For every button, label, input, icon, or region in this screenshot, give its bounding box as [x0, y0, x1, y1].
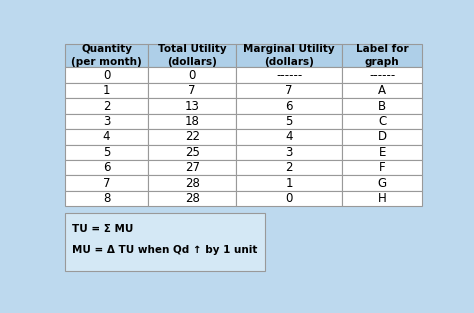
Text: H: H — [378, 192, 387, 205]
Bar — [236, 129, 342, 145]
Text: C: C — [378, 115, 386, 128]
Text: 8: 8 — [103, 192, 110, 205]
Bar — [342, 98, 422, 114]
Text: 28: 28 — [185, 177, 200, 190]
Bar — [342, 68, 422, 83]
Text: 2: 2 — [285, 161, 293, 174]
Bar — [342, 129, 422, 145]
Text: 7: 7 — [188, 84, 196, 97]
Text: 2: 2 — [103, 100, 110, 113]
Text: Label for
graph: Label for graph — [356, 44, 409, 67]
Text: G: G — [378, 177, 387, 190]
Bar — [342, 145, 422, 160]
Text: Quantity
(per month): Quantity (per month) — [71, 44, 142, 67]
Bar — [65, 213, 265, 271]
Bar — [65, 160, 148, 175]
Bar — [65, 175, 148, 191]
Text: ------: ------ — [276, 69, 302, 82]
Text: 3: 3 — [103, 115, 110, 128]
Text: A: A — [378, 84, 386, 97]
Text: 0: 0 — [103, 69, 110, 82]
Text: 5: 5 — [103, 146, 110, 159]
Text: 25: 25 — [185, 146, 200, 159]
Bar — [236, 98, 342, 114]
Text: TU = Σ MU: TU = Σ MU — [72, 224, 134, 234]
Bar — [342, 83, 422, 98]
Text: Marginal Utility
(dollars): Marginal Utility (dollars) — [243, 44, 335, 67]
Text: 13: 13 — [185, 100, 200, 113]
Text: Total Utility
(dollars): Total Utility (dollars) — [158, 44, 227, 67]
Bar — [236, 160, 342, 175]
Bar — [65, 114, 148, 129]
Text: 22: 22 — [185, 131, 200, 143]
Bar — [65, 83, 148, 98]
Bar — [236, 68, 342, 83]
Bar — [236, 191, 342, 206]
Bar — [148, 191, 236, 206]
Text: 7: 7 — [103, 177, 110, 190]
Bar — [236, 83, 342, 98]
Text: 28: 28 — [185, 192, 200, 205]
Bar — [148, 83, 236, 98]
Bar — [236, 175, 342, 191]
Text: 3: 3 — [285, 146, 293, 159]
Bar — [65, 145, 148, 160]
Bar — [236, 44, 342, 68]
Text: 1: 1 — [103, 84, 110, 97]
Text: 7: 7 — [285, 84, 293, 97]
Text: 0: 0 — [285, 192, 293, 205]
Bar — [148, 98, 236, 114]
Text: 6: 6 — [103, 161, 110, 174]
Text: 4: 4 — [285, 131, 293, 143]
Bar — [148, 129, 236, 145]
Bar — [342, 160, 422, 175]
Text: MU = Δ TU when Qd ↑ by 1 unit: MU = Δ TU when Qd ↑ by 1 unit — [72, 245, 257, 255]
Text: B: B — [378, 100, 386, 113]
Text: 27: 27 — [185, 161, 200, 174]
Bar — [65, 191, 148, 206]
Bar — [65, 98, 148, 114]
Bar — [148, 44, 236, 68]
Bar — [342, 175, 422, 191]
Bar — [65, 68, 148, 83]
Bar — [65, 129, 148, 145]
Bar — [236, 145, 342, 160]
Bar — [65, 44, 148, 68]
Bar — [148, 145, 236, 160]
Bar — [342, 44, 422, 68]
Text: 6: 6 — [285, 100, 293, 113]
Bar — [148, 160, 236, 175]
Bar — [342, 114, 422, 129]
Bar — [342, 191, 422, 206]
Text: D: D — [378, 131, 387, 143]
Bar — [236, 114, 342, 129]
Text: E: E — [379, 146, 386, 159]
Text: 1: 1 — [285, 177, 293, 190]
Text: F: F — [379, 161, 385, 174]
Text: 5: 5 — [285, 115, 293, 128]
Bar — [148, 68, 236, 83]
Text: 0: 0 — [189, 69, 196, 82]
Text: 18: 18 — [185, 115, 200, 128]
Text: 4: 4 — [103, 131, 110, 143]
Bar — [148, 175, 236, 191]
Text: ------: ------ — [369, 69, 395, 82]
Bar — [148, 114, 236, 129]
